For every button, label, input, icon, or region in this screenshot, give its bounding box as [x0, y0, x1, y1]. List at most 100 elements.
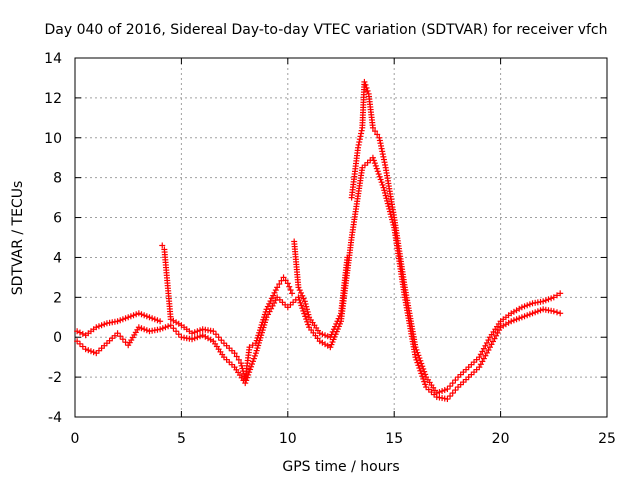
data-point [553, 292, 560, 299]
data-point [378, 179, 385, 186]
data-point [301, 298, 308, 305]
data-point [141, 312, 148, 319]
data-point [248, 363, 255, 370]
data-point [146, 314, 153, 321]
data-point [245, 371, 252, 378]
data-point [264, 303, 271, 310]
data-point [373, 165, 380, 172]
data-point [447, 383, 454, 390]
y-tick-label: 12 [44, 91, 62, 107]
data-point [242, 380, 249, 387]
data-point [444, 386, 451, 393]
data-point [125, 314, 132, 321]
data-point [162, 324, 169, 331]
ticks: 0 5 10 15 20 25 -4 -2 0 2 4 6 8 10 12 14 [44, 51, 616, 447]
y-axis-label: SDTVAR / TECUs [10, 181, 26, 296]
data-point [297, 299, 304, 306]
data-point [355, 144, 362, 151]
data-point [298, 302, 305, 309]
data-point [157, 318, 164, 325]
data-point [165, 323, 172, 330]
data-point [414, 359, 421, 366]
data-point [85, 347, 92, 354]
data-point [358, 127, 365, 134]
data-point [388, 213, 395, 220]
data-point [557, 290, 564, 297]
data-point [452, 377, 459, 384]
data-point [548, 295, 555, 302]
data-point [537, 307, 544, 314]
data-point [518, 314, 525, 321]
data-point [218, 337, 225, 344]
data-point [74, 338, 81, 345]
data-point [521, 313, 528, 320]
data-point [521, 303, 528, 310]
grid [75, 58, 607, 417]
x-tick-label: 0 [71, 431, 80, 447]
data-point [270, 292, 277, 299]
data-point [301, 310, 308, 317]
data-point [386, 205, 393, 212]
data-point [383, 195, 390, 202]
y-tick-label: 10 [44, 131, 62, 147]
data-point [95, 323, 102, 330]
data-point [304, 318, 311, 325]
data-point [526, 301, 533, 308]
data-point [356, 136, 363, 143]
data-point [246, 369, 253, 376]
data-point [420, 375, 427, 382]
data-point [247, 366, 254, 373]
data-point [379, 181, 386, 188]
data-point [250, 355, 257, 362]
data-point [276, 281, 283, 288]
data-point [76, 340, 83, 347]
data-point [191, 335, 198, 342]
data-point [369, 124, 376, 131]
data-point [149, 315, 156, 322]
data-point [452, 387, 459, 394]
y-tick-label: -4 [48, 410, 62, 426]
data-point [355, 141, 362, 148]
data-point [237, 360, 244, 367]
data-point [416, 365, 423, 372]
data-point [114, 330, 121, 337]
data-point [87, 348, 94, 355]
data-point [286, 283, 293, 290]
data-point [295, 294, 302, 301]
x-tick-label: 10 [279, 431, 297, 447]
data-point [389, 216, 396, 223]
data-point [303, 316, 310, 323]
data-point [210, 328, 217, 335]
data-point [133, 311, 140, 318]
data-point [384, 200, 391, 207]
data-point [154, 317, 161, 324]
data-point [79, 330, 86, 337]
data-point [302, 300, 309, 307]
data-point [299, 305, 306, 312]
x-axis-label: GPS time / hours [282, 459, 399, 475]
data-point [384, 197, 391, 204]
data-point [235, 356, 242, 363]
data-point [296, 287, 303, 294]
data-point [246, 344, 253, 351]
data-point [532, 309, 539, 316]
x-tick-label: 25 [598, 431, 616, 447]
data-point [361, 78, 368, 85]
data-point [266, 300, 273, 307]
data-point [516, 315, 523, 322]
data-point [194, 328, 201, 335]
data-point [422, 381, 429, 388]
plot-frame [74, 57, 608, 418]
data-point [447, 393, 454, 400]
data-point [167, 322, 174, 329]
data-point [231, 350, 238, 357]
data-point [284, 280, 291, 287]
y-tick-label: 2 [53, 290, 62, 306]
data-point [197, 333, 204, 340]
y-tick-label: 0 [53, 330, 62, 346]
data-point [119, 336, 126, 343]
data-point [303, 306, 310, 313]
data-point [189, 330, 196, 337]
data-point [419, 373, 426, 380]
data-point [449, 380, 456, 387]
